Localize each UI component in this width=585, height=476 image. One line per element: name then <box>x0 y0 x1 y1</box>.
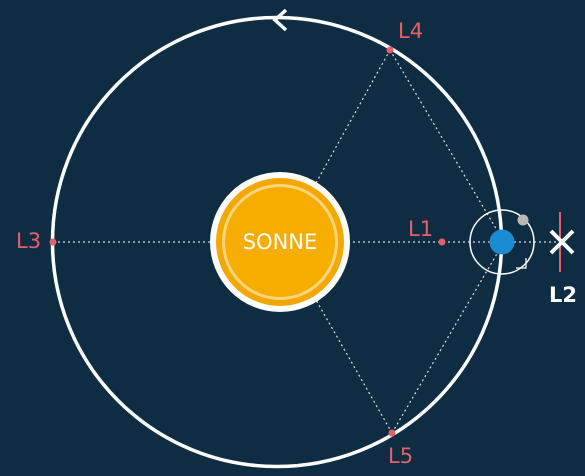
diagram: SONNE L4 L3 L1 L5 L2 <box>0 0 585 476</box>
l5-label: L5 <box>388 444 413 468</box>
l4-point <box>387 47 394 54</box>
earth <box>490 230 515 255</box>
l3-point <box>50 239 57 246</box>
l5-point <box>389 430 396 437</box>
l4-label: L4 <box>398 19 423 43</box>
l1-point <box>439 239 446 246</box>
l2-label: L2 <box>549 283 577 307</box>
l1-label: L1 <box>408 217 433 241</box>
page: SONNE L4 L3 L1 L5 L2 (() => { const data… <box>0 0 585 476</box>
l3-label: L3 <box>16 229 41 253</box>
moon <box>518 215 529 226</box>
sun-label: SONNE <box>243 230 318 254</box>
